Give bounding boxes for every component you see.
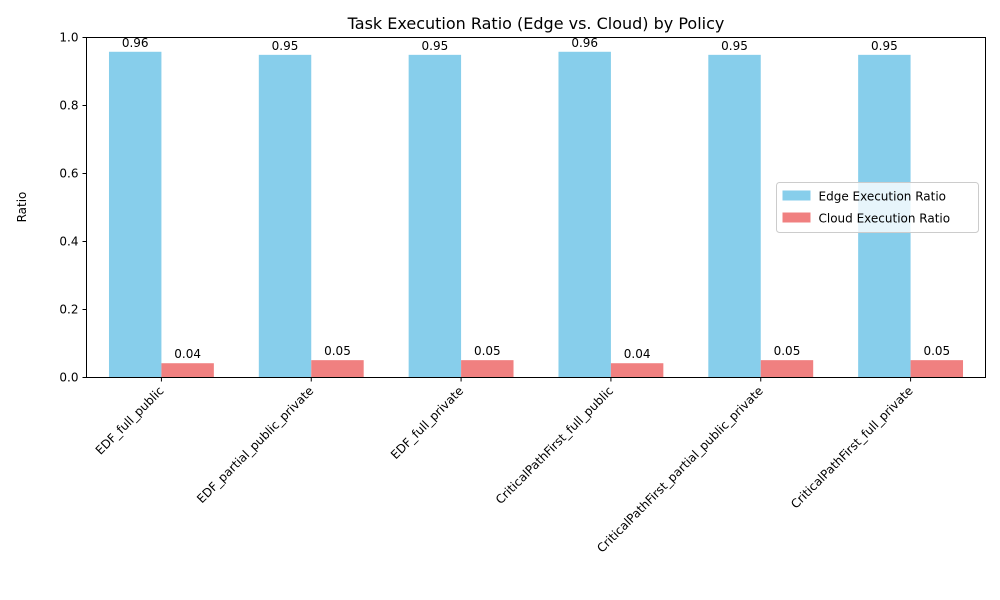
bar-edge <box>558 51 611 378</box>
data-label: 0.95 <box>721 39 748 53</box>
data-label: 0.05 <box>474 344 501 358</box>
data-label: 0.04 <box>174 347 201 361</box>
legend: Edge Execution Ratio Cloud Execution Rati… <box>776 182 979 233</box>
data-label: 0.95 <box>422 39 449 53</box>
data-label: 0.05 <box>923 344 950 358</box>
data-label: 0.96 <box>122 36 149 50</box>
legend-label: Cloud Execution Ratio <box>819 212 951 226</box>
bar-cloud <box>461 360 514 378</box>
bar-cloud <box>161 363 214 378</box>
legend-label: Edge Execution Ratio <box>819 190 947 204</box>
y-tick-label: 0.2 <box>59 303 78 317</box>
x-tick-label: EDF_full_public <box>93 384 167 458</box>
y-axis-label: Ratio <box>15 192 29 223</box>
y-tick-label: 1.0 <box>59 31 78 45</box>
x-tick-label: EDF_partial_public_private <box>194 384 316 506</box>
x-tick-label: CriticalPathFirst_partial_public_private <box>594 384 766 556</box>
legend-swatch <box>782 190 811 201</box>
chart-title: Task Execution Ratio (Edge vs. Cloud) by… <box>347 14 725 33</box>
bar-edge <box>108 51 162 378</box>
bar-cloud <box>760 360 814 378</box>
bar-cloud <box>610 363 664 378</box>
data-label: 0.96 <box>571 36 598 50</box>
data-label: 0.95 <box>272 39 299 53</box>
bar-edge <box>708 54 761 378</box>
data-label: 0.95 <box>871 39 898 53</box>
bar-cloud <box>311 360 364 378</box>
bar-edge <box>258 54 312 378</box>
legend-box <box>776 182 979 233</box>
data-label: 0.05 <box>324 344 351 358</box>
bar-edge <box>408 54 462 378</box>
data-label: 0.05 <box>774 344 801 358</box>
legend-swatch <box>782 212 811 223</box>
bar-cloud <box>910 360 964 378</box>
plot-area: 0.0 0.2 0.4 0.6 0.8 1.0 0.96 0.04 EDF_full_publi… <box>59 31 964 556</box>
x-tick-label: EDF_full_private <box>388 384 466 462</box>
y-tick-label: 0.4 <box>59 235 78 249</box>
x-tick-label: CriticalPathFirst_full_private <box>788 384 916 512</box>
y-tick-label: 0.0 <box>59 371 78 385</box>
x-tick-label: CriticalPathFirst_full_public <box>493 384 616 507</box>
y-tick-label: 0.8 <box>59 99 78 113</box>
plot-frame <box>86 37 986 378</box>
data-label: 0.04 <box>624 347 651 361</box>
y-tick-label: 0.6 <box>59 167 78 181</box>
